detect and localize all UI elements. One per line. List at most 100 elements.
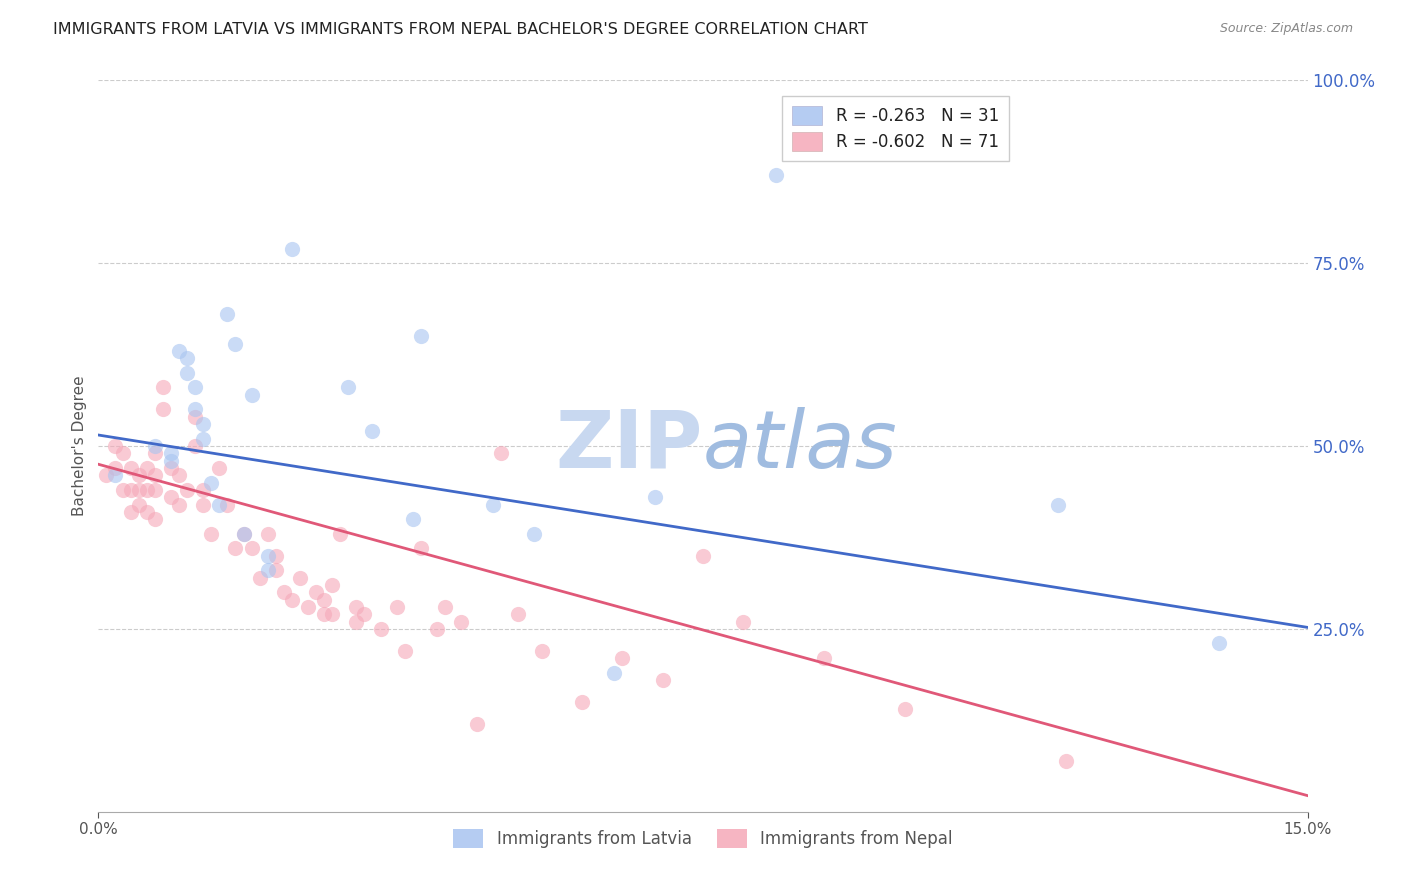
Point — [288, 571, 311, 585]
Point — [193, 483, 215, 497]
Text: atlas: atlas — [703, 407, 898, 485]
Point — [96, 468, 118, 483]
Point — [232, 526, 254, 541]
Point — [240, 388, 263, 402]
Point — [176, 483, 198, 497]
Point — [612, 651, 634, 665]
Point — [232, 526, 254, 541]
Point — [184, 439, 207, 453]
Point — [224, 336, 246, 351]
Point — [103, 439, 125, 453]
Point — [143, 446, 166, 460]
Point — [409, 541, 432, 556]
Point — [135, 505, 157, 519]
Point — [344, 599, 367, 614]
Point — [217, 498, 239, 512]
Point — [224, 541, 246, 556]
Point — [603, 665, 626, 680]
Point — [329, 526, 352, 541]
Point — [193, 417, 215, 431]
Point — [297, 599, 319, 614]
Point — [193, 498, 215, 512]
Point — [426, 622, 449, 636]
Point — [111, 483, 134, 497]
Point — [344, 615, 367, 629]
Point — [143, 468, 166, 483]
Point — [143, 439, 166, 453]
Point — [353, 607, 375, 622]
Point — [385, 599, 408, 614]
Point — [167, 498, 190, 512]
Point — [103, 468, 125, 483]
Point — [103, 461, 125, 475]
Point — [176, 351, 198, 366]
Point — [523, 526, 546, 541]
Point — [813, 651, 835, 665]
Point — [160, 461, 183, 475]
Text: Source: ZipAtlas.com: Source: ZipAtlas.com — [1219, 22, 1353, 36]
Point — [264, 549, 287, 563]
Point — [409, 329, 432, 343]
Point — [506, 607, 529, 622]
Y-axis label: Bachelor's Degree: Bachelor's Degree — [72, 376, 87, 516]
Point — [160, 453, 183, 467]
Point — [402, 512, 425, 526]
Point — [135, 483, 157, 497]
Point — [321, 607, 343, 622]
Point — [1054, 754, 1077, 768]
Point — [152, 402, 174, 417]
Point — [167, 343, 190, 358]
Point — [152, 380, 174, 394]
Point — [128, 498, 150, 512]
Point — [184, 380, 207, 394]
Point — [1046, 498, 1069, 512]
Point — [314, 607, 336, 622]
Point — [733, 615, 755, 629]
Point — [644, 490, 666, 504]
Point — [135, 461, 157, 475]
Point — [184, 402, 207, 417]
Point — [167, 468, 190, 483]
Point — [128, 468, 150, 483]
Point — [530, 644, 553, 658]
Point — [765, 169, 787, 183]
Point — [651, 673, 673, 687]
Point — [160, 490, 183, 504]
Point — [465, 717, 488, 731]
Point — [370, 622, 392, 636]
Point — [249, 571, 271, 585]
Point — [120, 483, 142, 497]
Point — [482, 498, 505, 512]
Point — [111, 446, 134, 460]
Point — [434, 599, 457, 614]
Point — [281, 592, 304, 607]
Point — [571, 695, 593, 709]
Point — [176, 366, 198, 380]
Point — [281, 242, 304, 256]
Point — [692, 549, 714, 563]
Text: IMMIGRANTS FROM LATVIA VS IMMIGRANTS FROM NEPAL BACHELOR'S DEGREE CORRELATION CH: IMMIGRANTS FROM LATVIA VS IMMIGRANTS FRO… — [53, 22, 869, 37]
Point — [273, 585, 295, 599]
Point — [893, 702, 915, 716]
Point — [1208, 636, 1230, 650]
Point — [208, 461, 231, 475]
Point — [256, 563, 278, 577]
Point — [491, 446, 513, 460]
Point — [208, 498, 231, 512]
Point — [305, 585, 328, 599]
Point — [256, 549, 278, 563]
Point — [128, 483, 150, 497]
Point — [450, 615, 472, 629]
Point — [193, 432, 215, 446]
Point — [314, 592, 336, 607]
Point — [394, 644, 416, 658]
Point — [321, 578, 343, 592]
Point — [143, 512, 166, 526]
Point — [120, 505, 142, 519]
Legend: Immigrants from Latvia, Immigrants from Nepal: Immigrants from Latvia, Immigrants from … — [447, 822, 959, 855]
Point — [264, 563, 287, 577]
Point — [337, 380, 360, 394]
Point — [200, 475, 222, 490]
Point — [160, 446, 183, 460]
Point — [120, 461, 142, 475]
